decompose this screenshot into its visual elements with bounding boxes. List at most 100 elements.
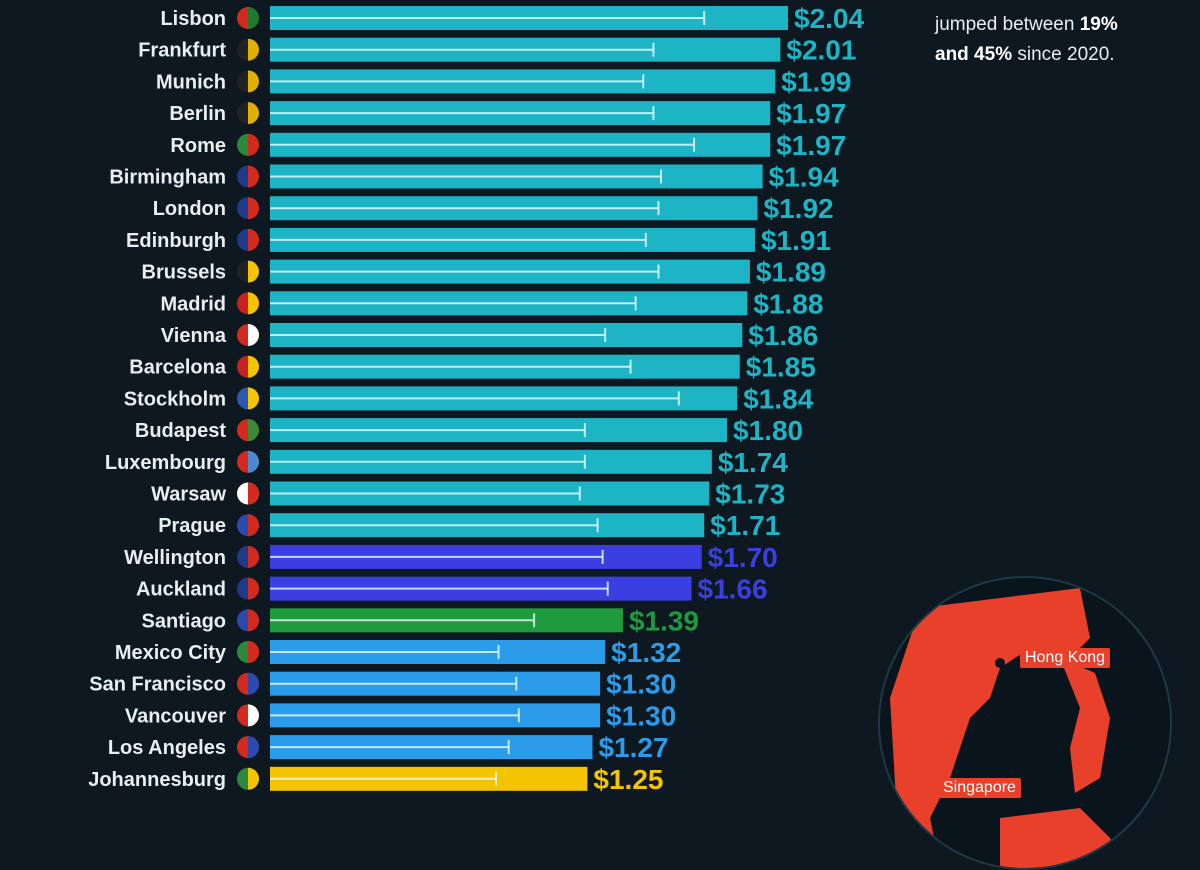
- category-label: Brussels: [142, 262, 227, 284]
- category-label: Birmingham: [109, 167, 226, 189]
- flag-icon-half: [248, 70, 259, 93]
- category-label: Johannesburg: [88, 769, 226, 791]
- value-label: $1.88: [753, 288, 823, 319]
- value-label: $1.39: [629, 605, 699, 636]
- flag-icon-half: [248, 228, 259, 251]
- bar-row: Los Angeles $1.27: [108, 732, 669, 763]
- note-text: jumped between: [935, 14, 1080, 35]
- note-bold: 19%: [1079, 14, 1118, 35]
- value-label: $1.80: [733, 415, 803, 446]
- value-label: $1.32: [611, 637, 681, 668]
- map-label-singapore: Singapore: [938, 778, 1021, 798]
- flag-icon-half: [248, 482, 259, 505]
- category-label: Edinburgh: [126, 230, 226, 252]
- bar-row: Lisbon $2.04: [160, 3, 864, 34]
- flag-icon-half: [248, 704, 259, 727]
- value-label: $2.04: [794, 3, 864, 34]
- category-label: Berlin: [169, 103, 226, 125]
- annotation-text: jumped between 19% and 45% since 2020.: [935, 10, 1118, 70]
- flag-icon-half: [248, 133, 259, 156]
- category-label: Lisbon: [160, 8, 226, 30]
- bar-row: London $1.92: [153, 193, 834, 224]
- category-label: Budapest: [135, 420, 226, 442]
- bar-row: Johannesburg $1.25: [88, 764, 663, 795]
- bar-row: Prague $1.71: [158, 510, 780, 541]
- flag-icon-half: [248, 609, 259, 632]
- category-label: Barcelona: [129, 357, 227, 379]
- flag-icon-half: [248, 102, 259, 125]
- flag-icon-half: [248, 292, 259, 315]
- bar-row: Wellington $1.70: [124, 542, 778, 573]
- bar-row: Munich $1.99: [156, 66, 851, 97]
- category-label: Vancouver: [125, 705, 226, 727]
- bar-row: Luxembourg $1.74: [105, 447, 788, 478]
- bar-row: Stockholm $1.84: [124, 383, 814, 414]
- flag-icon-half: [248, 641, 259, 663]
- flag-icon-half: [248, 514, 259, 537]
- map-label-hong-kong: Hong Kong: [1020, 648, 1111, 668]
- value-label: $1.84: [743, 383, 813, 414]
- category-label: Auckland: [136, 579, 226, 601]
- flag-icon-half: [248, 419, 259, 442]
- bar-row: Madrid $1.88: [160, 288, 823, 319]
- value-label: $1.85: [746, 352, 816, 383]
- bar-row: Warsaw $1.73: [151, 479, 785, 510]
- bar-row: Budapest $1.80: [135, 415, 803, 446]
- flag-icon-half: [248, 165, 259, 188]
- category-label: Vienna: [161, 325, 227, 347]
- bar-row: Barcelona $1.85: [129, 352, 816, 383]
- value-label: $1.70: [708, 542, 778, 573]
- value-label: $1.71: [710, 510, 780, 541]
- bar-row: Auckland $1.66: [136, 574, 768, 605]
- value-label: $2.01: [786, 35, 856, 66]
- bar-row: Santiago $1.39: [142, 605, 699, 636]
- category-label: Munich: [156, 71, 226, 93]
- bar-row: Vancouver $1.30: [125, 700, 676, 731]
- category-label: Wellington: [124, 547, 226, 569]
- category-label: Mexico City: [115, 642, 227, 664]
- value-label: $1.66: [698, 574, 768, 605]
- bar-row: Frankfurt $2.01: [138, 35, 856, 66]
- category-label: Los Angeles: [108, 737, 226, 759]
- value-label: $1.25: [593, 764, 663, 795]
- flag-icon-half: [248, 672, 259, 695]
- flag-icon-half: [248, 577, 259, 600]
- flag-icon-half: [248, 736, 259, 759]
- flag-icon-half: [248, 545, 259, 568]
- category-label: Madrid: [160, 293, 226, 315]
- value-label: $1.73: [715, 479, 785, 510]
- flag-icon-half: [248, 38, 259, 61]
- value-label: $1.27: [598, 732, 668, 763]
- flag-icon-half: [248, 324, 259, 346]
- category-label: Frankfurt: [138, 40, 226, 62]
- value-label: $1.92: [764, 193, 834, 224]
- flag-icon-half: [248, 767, 259, 790]
- value-label: $1.99: [781, 66, 851, 97]
- bar-row: Birmingham $1.94: [109, 162, 839, 193]
- bar-row: San Francisco $1.30: [89, 669, 676, 700]
- bar-row: Mexico City $1.32: [115, 637, 681, 668]
- value-label: $1.97: [776, 130, 846, 161]
- value-label: $1.30: [606, 669, 676, 700]
- value-label: $1.94: [769, 162, 839, 193]
- category-label: Rome: [170, 135, 226, 157]
- value-label: $1.74: [718, 447, 788, 478]
- flag-icon-half: [248, 7, 259, 29]
- bar-row: Edinburgh $1.91: [126, 225, 831, 256]
- category-label: Santiago: [142, 610, 226, 632]
- value-label: $1.30: [606, 700, 676, 731]
- category-label: Prague: [158, 515, 226, 537]
- note-bold: and 45%: [935, 44, 1013, 65]
- flag-icon-half: [248, 387, 259, 410]
- note-text: since 2020.: [1012, 44, 1115, 65]
- category-label: Stockholm: [124, 388, 226, 410]
- category-label: San Francisco: [89, 674, 226, 696]
- bar-row: Vienna $1.86: [161, 320, 819, 351]
- value-label: $1.91: [761, 225, 831, 256]
- flag-icon-half: [248, 355, 259, 378]
- flag-icon-half: [248, 260, 259, 283]
- value-label: $1.97: [776, 98, 846, 129]
- bar-row: Berlin $1.97: [169, 98, 846, 129]
- asia-map-globe: Hong Kong Singapore: [878, 576, 1172, 870]
